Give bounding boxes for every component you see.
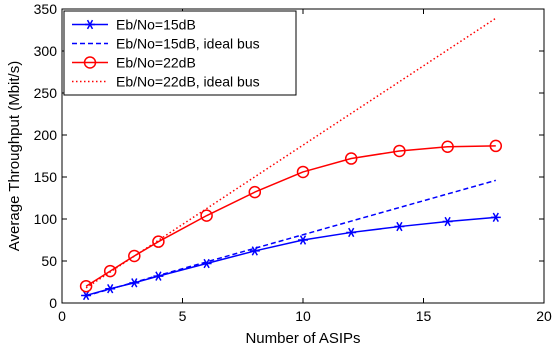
x-tick-label: 0 [58,308,66,324]
data-point-eb-no-15db [394,221,405,232]
data-point-eb-no-22db [393,144,406,158]
y-tick-label: 50 [41,253,57,269]
legend-entry-eb-no-15db: Eb/No=15dB [72,17,196,33]
data-point-eb-no-22db [248,185,262,199]
legend-marker-eb-no-15db [85,19,95,30]
x-axis-label: Number of ASIPs [245,330,360,347]
legend-entry-eb-no-22db-ideal-bus: Eb/No=22dB, ideal bus [72,74,260,90]
y-tick-label: 350 [34,1,58,17]
data-point-eb-no-22db [441,140,454,154]
data-point-eb-no-22db [79,279,93,293]
x-axis: 0 5 10 15 20 [58,9,552,324]
legend: Eb/No=15dB Eb/No=15dB, ideal bus Eb/No=22d… [63,10,297,96]
x-tick-label: 10 [295,308,311,324]
data-point-eb-no-22db [152,235,165,248]
legend-label-eb-no-15db-ideal-bus: Eb/No=15dB, ideal bus [116,36,260,52]
plot-marks [79,17,503,301]
legend-entry-eb-no-15db-ideal-bus: Eb/No=15dB, ideal bus [72,36,260,52]
x-tick-label: 15 [416,308,432,324]
y-tick-label: 0 [49,295,57,311]
data-point-eb-no-22db [296,165,310,179]
data-point-eb-no-15db [442,216,453,227]
data-point-eb-no-22db [128,249,141,263]
series-line-eb-no-15db-ideal-bus [85,179,497,297]
x-tick-label: 20 [536,308,552,324]
legend-label-eb-no-15db: Eb/No=15dB [116,17,196,33]
legend-entry-eb-no-22db: Eb/No=22dB [72,55,196,71]
series-eb-no-22db-ideal-bus [85,17,497,289]
y-tick-label: 200 [34,127,58,143]
series-eb-no-15db-ideal-bus [85,179,497,297]
y-axis-label: Average Throughput (Mbit/s) [6,61,23,251]
x-tick-label: 5 [179,308,187,324]
y-tick-label: 300 [34,43,58,59]
y-tick-label: 150 [34,169,58,185]
data-point-eb-no-22db [489,139,503,153]
y-axis: 0 50 100 150 200 250 300 350 [34,1,544,311]
data-point-eb-no-22db [344,152,358,165]
legend-label-eb-no-22db-ideal-bus: Eb/No=22dB, ideal bus [116,74,260,90]
data-point-eb-no-15db [346,227,357,238]
data-point-eb-no-15db [490,212,501,223]
y-tick-label: 100 [34,211,58,227]
legend-label-eb-no-22db: Eb/No=22dB [116,55,196,71]
data-point-eb-no-22db [103,264,117,278]
series-line-eb-no-22db-ideal-bus [85,17,497,289]
legend-marker-eb-no-22db [83,56,97,69]
y-tick-label: 250 [34,85,58,101]
data-point-eb-no-22db [200,209,213,222]
data-point-eb-no-15db [298,235,308,245]
